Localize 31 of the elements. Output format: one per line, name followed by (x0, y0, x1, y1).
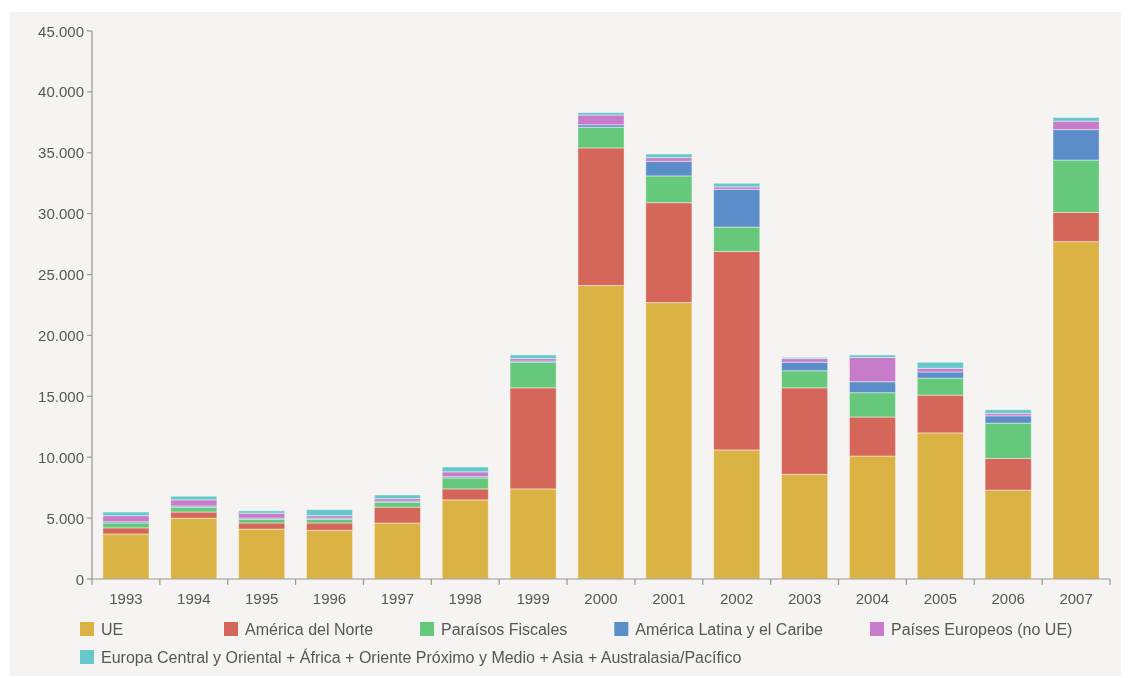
x-tick-label: 1995 (244, 589, 279, 607)
y-tick-label: 15.000 (38, 387, 84, 405)
x-tick-label: 1997 (380, 589, 415, 607)
x-tick-label: 2000 (584, 589, 618, 607)
legend-label: América del Norte (245, 620, 374, 638)
x-tick-label: 2003 (787, 589, 822, 607)
x-tick-label: 1996 (312, 589, 347, 607)
x-tick-label: 1994 (177, 589, 211, 607)
y-tick-label: 30.000 (38, 205, 84, 223)
y-tick-label: 0 (75, 570, 84, 588)
y-tick-label: 10.000 (38, 448, 84, 466)
y-tick-label: 35.000 (38, 144, 84, 162)
x-tick-label: 2001 (652, 589, 686, 607)
x-tick-label: 1993 (109, 589, 143, 607)
legend-label: Paraísos Fiscales (441, 620, 568, 638)
y-tick-label: 20.000 (38, 326, 84, 344)
x-tick-label: 1998 (448, 589, 482, 607)
x-tick-label: 1999 (516, 589, 550, 607)
x-tick-label: 2002 (720, 589, 754, 607)
legend-label: Europa Central y Oriental + África + Oriente Próximo y Medio + Asia + Australasia/Pacífico (101, 647, 742, 666)
y-tick-label: 25.000 (38, 266, 84, 284)
y-tick-label: 45.000 (38, 22, 84, 40)
x-tick-label: 2004 (855, 589, 890, 607)
y-tick-label: 5.000 (46, 509, 84, 527)
x-tick-label: 2007 (1059, 589, 1093, 607)
legend-label: Países Europeos (no UE) (890, 620, 1073, 638)
legend-label: América Latina y el Caribe (635, 620, 824, 638)
legend-label: UE (101, 620, 124, 638)
x-tick-label: 2006 (991, 589, 1025, 607)
y-tick-label: 40.000 (38, 83, 84, 101)
x-tick-label: 2005 (923, 589, 958, 607)
